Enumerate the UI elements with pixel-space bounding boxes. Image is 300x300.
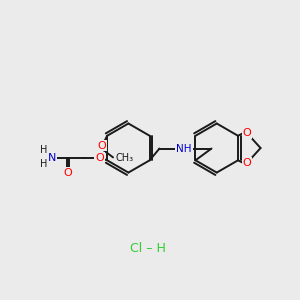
Text: O: O (95, 153, 104, 163)
Text: CH₃: CH₃ (115, 153, 133, 163)
Text: O: O (242, 158, 251, 168)
Text: O: O (97, 141, 106, 151)
Text: N: N (48, 153, 56, 163)
Text: NH: NH (176, 143, 192, 154)
Text: O: O (242, 128, 251, 138)
Text: H: H (40, 146, 47, 155)
Text: Cl – H: Cl – H (130, 242, 166, 255)
Text: H: H (40, 159, 47, 169)
Text: O: O (64, 168, 72, 178)
